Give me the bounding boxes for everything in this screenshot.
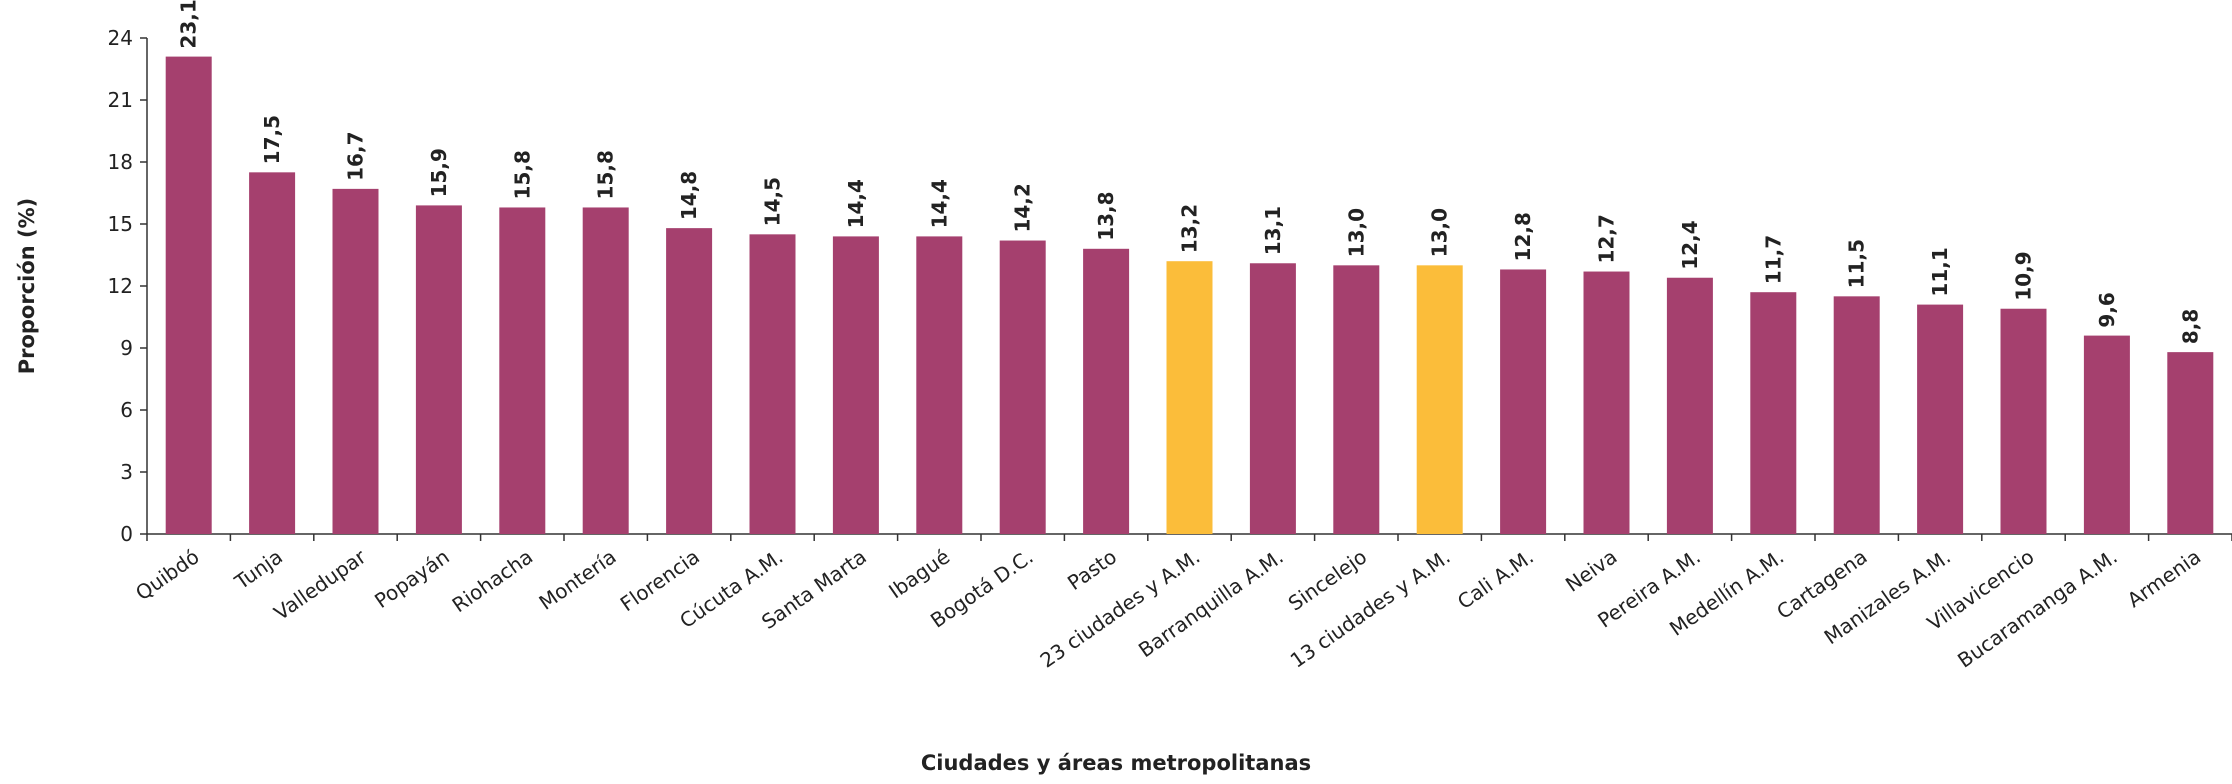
value-label: 12,8 [1511,212,1535,261]
bar [1750,292,1797,534]
bar [249,172,296,535]
y-tick-label: 6 [120,398,133,422]
y-tick-label: 21 [108,88,133,112]
value-label: 15,8 [594,150,618,199]
value-label: 13,2 [1178,204,1202,253]
bar [2167,352,2214,534]
x-tick-label: Tunja [230,544,287,594]
bar [1166,261,1213,534]
y-axis-label: Proporción (%) [15,198,39,375]
value-label: 12,4 [1678,220,1702,269]
bar [1833,296,1880,534]
x-tick-label: Cali A.M. [1453,544,1538,614]
bar [1500,269,1547,534]
bar [165,56,212,534]
bar [916,236,963,534]
value-label: 14,8 [677,171,701,220]
value-label: 12,7 [1595,214,1619,263]
value-label: 13,0 [1344,208,1368,257]
bar [415,205,462,534]
y-tick-label: 9 [120,336,133,360]
value-label: 23,1 [177,0,201,49]
bar [666,228,713,534]
value-label: 13,1 [1261,206,1285,255]
value-label: 10,9 [2012,251,2036,300]
value-label: 16,7 [344,132,368,181]
x-axis-label: Ciudades y áreas metropolitanas [921,751,1311,775]
y-tick-label: 3 [120,460,133,484]
bar [2083,335,2130,534]
bar [1583,271,1630,534]
bar [999,240,1046,535]
bar [582,207,629,534]
y-tick-label: 18 [108,150,133,174]
bar [1249,263,1296,534]
y-tick-label: 24 [108,26,133,50]
value-label: 13,0 [1428,208,1452,257]
bar [832,236,879,534]
bar [332,188,379,534]
y-tick-label: 0 [120,522,133,546]
value-label: 11,7 [1761,235,1785,284]
x-tick-label: Quibdó [131,544,203,605]
bar [749,234,796,535]
value-label: 17,5 [260,115,284,164]
value-label: 15,9 [427,148,451,197]
bar [2000,308,2047,534]
x-tick-label: Barranquilla A.M. [1134,544,1288,662]
value-label: 14,5 [761,177,785,226]
value-label: 15,8 [510,150,534,199]
x-tick-label: Armenia [2123,544,2205,612]
y-tick-label: 12 [108,274,133,298]
x-tick-label: Popayán [370,544,454,613]
x-tick-label: Ibagué [884,544,954,603]
value-label: 13,8 [1094,191,1118,240]
value-label: 11,1 [1928,247,1952,296]
bar [1333,265,1380,534]
bar [1416,265,1463,534]
bar [1917,304,1964,534]
x-tick-label: Pasto [1063,544,1121,595]
value-label: 8,8 [2178,309,2202,344]
x-tick-label: Neiva [1561,544,1621,596]
x-tick-label: Riohacha [448,544,538,617]
x-tick-label: Montería [534,544,620,614]
value-label: 14,4 [844,179,868,228]
bar [1083,248,1130,535]
bar [1666,277,1713,534]
value-label: 11,5 [1845,239,1869,288]
value-label: 14,2 [1011,183,1035,232]
y-tick-label: 15 [108,212,133,236]
x-tick-label: Valledupar [269,544,371,625]
value-label: 9,6 [2095,292,2119,327]
value-label: 14,4 [927,179,951,228]
bar [499,207,546,534]
